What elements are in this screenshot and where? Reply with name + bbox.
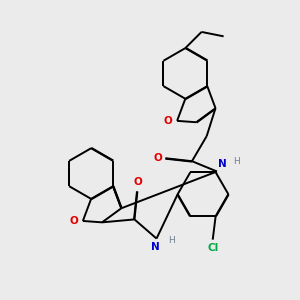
Text: N: N: [218, 159, 227, 169]
Text: N: N: [151, 242, 160, 252]
Text: H: H: [233, 157, 240, 166]
Text: O: O: [164, 116, 173, 126]
Text: H: H: [168, 236, 175, 244]
Text: Cl: Cl: [207, 243, 218, 253]
Text: O: O: [70, 216, 78, 226]
Text: O: O: [153, 153, 162, 163]
Text: O: O: [133, 177, 142, 187]
